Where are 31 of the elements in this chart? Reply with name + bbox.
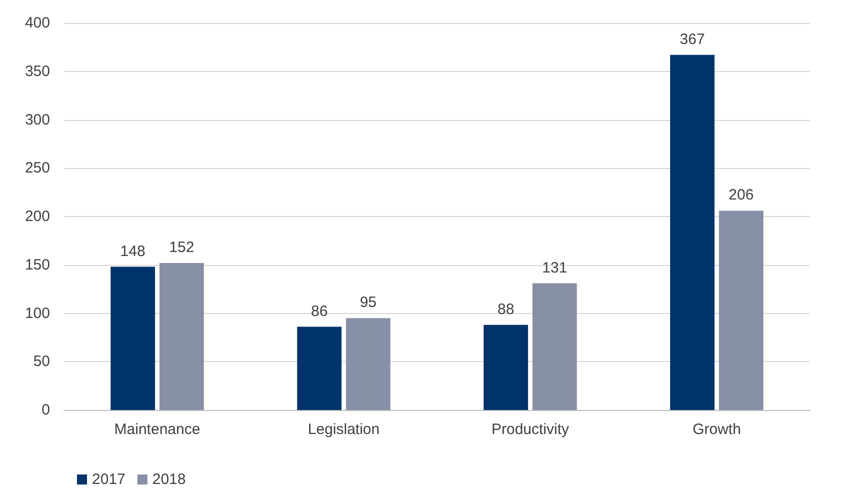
data-label: 148 [120, 242, 146, 260]
bar [346, 318, 390, 410]
legend-label: 2018 [152, 471, 186, 488]
x-tick-label: Legislation [308, 421, 380, 438]
data-label: 152 [169, 238, 194, 256]
x-tick-label: Productivity [491, 421, 570, 438]
y-tick-label: 150 [24, 256, 50, 274]
data-label: 367 [680, 30, 705, 48]
data-label: 86 [310, 302, 328, 320]
y-tick-label: 400 [24, 14, 50, 32]
x-tick-label: Growth [692, 421, 741, 438]
bar [159, 262, 204, 410]
bar [110, 266, 156, 410]
y-tick-label: 350 [24, 62, 50, 80]
bar [532, 283, 577, 410]
y-tick-label: 250 [24, 160, 50, 177]
bar [484, 324, 528, 410]
data-label: 206 [728, 186, 754, 204]
bar [718, 210, 764, 410]
data-label: 95 [360, 294, 377, 312]
legend-label: 2017 [92, 471, 126, 488]
y-tick-label: 100 [24, 304, 50, 322]
data-label: 88 [497, 300, 514, 318]
bar [297, 326, 342, 410]
y-tick-label: 200 [24, 208, 50, 225]
y-tick-label: 0 [42, 402, 50, 418]
y-tick-label: 300 [24, 111, 50, 128]
x-tick-label: Maintenance [114, 421, 200, 438]
data-label: 131 [542, 259, 568, 276]
bar [670, 54, 715, 410]
y-tick-label: 50 [33, 353, 50, 370]
